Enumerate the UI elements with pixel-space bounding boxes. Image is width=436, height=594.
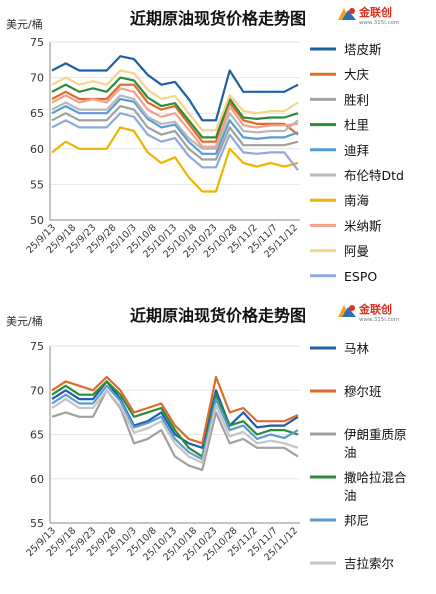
y-tick-label: 65 bbox=[30, 107, 44, 120]
legend-item: 杜里 bbox=[310, 118, 369, 133]
y-tick-label: 65 bbox=[30, 429, 44, 442]
legend-item: ESPO bbox=[310, 269, 377, 284]
series-line-1 bbox=[51, 380, 299, 449]
y-tick-label: 75 bbox=[30, 340, 44, 353]
chart-panel-bottom: 近期原油现货价格走势图 美元/桶 金联创 www.315i.com 55 60 65 70 75… bbox=[0, 297, 436, 594]
series-line-5 bbox=[51, 97, 299, 155]
legend-item: 马林 bbox=[310, 341, 370, 356]
chart-panel-top: 近期原油现货价格走势图 美元/桶 金联创 www.315i.com 50 55 60 65 70… bbox=[6, 5, 404, 284]
legend-label: 大庆 bbox=[344, 67, 370, 82]
series-line-8 bbox=[51, 87, 299, 148]
legend-label-cont: 油 bbox=[344, 488, 357, 503]
y-tick-label: 55 bbox=[30, 178, 44, 191]
brand-name: 金联创 bbox=[358, 5, 392, 19]
legend-label: 南海 bbox=[344, 193, 370, 208]
legend-item: 吉拉索尔 bbox=[310, 556, 394, 571]
series-line-1 bbox=[51, 55, 299, 122]
legend-item: 塔皮斯 bbox=[310, 42, 382, 57]
series-line-4 bbox=[51, 76, 299, 139]
legend-label: 米纳斯 bbox=[344, 218, 382, 233]
legend-label: 阿曼 bbox=[344, 244, 369, 259]
series-line-4 bbox=[51, 380, 299, 458]
series-line-6 bbox=[51, 94, 299, 150]
brand-site: www.315i.com bbox=[359, 317, 399, 323]
legend-item: 阿曼 bbox=[310, 244, 369, 259]
y-tick-label: 70 bbox=[30, 384, 44, 397]
series-line-6 bbox=[51, 389, 299, 464]
series-line-3 bbox=[51, 104, 299, 161]
legend-label: 撒哈拉混合 bbox=[344, 470, 407, 485]
y-tick-label: 50 bbox=[30, 214, 44, 227]
y-tick-label: 55 bbox=[30, 517, 44, 530]
legend-item: 胜利 bbox=[310, 92, 369, 107]
legend-item: 邦尼 bbox=[310, 513, 369, 528]
legend-label: 迪拜 bbox=[344, 143, 369, 158]
brand-site: www.315i.com bbox=[359, 20, 399, 26]
legend-item: 布伦特Dtd bbox=[310, 168, 404, 183]
legend-label-cont: 油 bbox=[344, 445, 357, 460]
series-line-5 bbox=[51, 384, 299, 461]
chart-title: 近期原油现货价格走势图 bbox=[130, 306, 306, 325]
y-axis-unit-label: 美元/桶 bbox=[6, 314, 43, 328]
legend-item: 南海 bbox=[310, 193, 370, 208]
legend-label: 布伦特Dtd bbox=[344, 168, 404, 183]
series-line-7 bbox=[51, 126, 299, 193]
logo-dot-icon bbox=[349, 305, 355, 311]
legend-item: 米纳斯 bbox=[310, 218, 382, 233]
legend-label: ESPO bbox=[344, 269, 377, 284]
legend-label: 吉拉索尔 bbox=[344, 556, 394, 571]
y-tick-label: 60 bbox=[30, 473, 44, 486]
legend-label: 胜利 bbox=[344, 92, 369, 107]
series-line-10 bbox=[51, 112, 299, 171]
legend-label: 马林 bbox=[344, 341, 370, 356]
y-tick-label: 70 bbox=[30, 72, 44, 85]
legend-label: 伊朗重质原 bbox=[344, 427, 407, 442]
y-tick-label: 75 bbox=[30, 36, 44, 49]
series-line-9 bbox=[51, 69, 299, 132]
logo-dot-icon bbox=[349, 8, 355, 14]
legend-label: 穆尔班 bbox=[344, 384, 382, 399]
legend-label: 邦尼 bbox=[344, 513, 369, 528]
brand-name: 金联创 bbox=[358, 302, 392, 316]
legend-item: 穆尔班 bbox=[310, 384, 382, 399]
legend-item: 迪拜 bbox=[310, 143, 369, 158]
legend-label: 杜里 bbox=[344, 118, 369, 133]
chart-title: 近期原油现货价格走势图 bbox=[130, 9, 306, 28]
y-tick-label: 60 bbox=[30, 143, 44, 156]
logo-mark-blue-icon bbox=[342, 10, 356, 20]
logo-mark-blue-icon bbox=[342, 307, 356, 317]
legend-item: 大庆 bbox=[310, 67, 370, 82]
legend-label: 塔皮斯 bbox=[344, 42, 382, 57]
series-line-2 bbox=[51, 375, 299, 445]
series-line-3 bbox=[51, 389, 299, 471]
y-axis-unit-label: 美元/桶 bbox=[6, 17, 43, 31]
